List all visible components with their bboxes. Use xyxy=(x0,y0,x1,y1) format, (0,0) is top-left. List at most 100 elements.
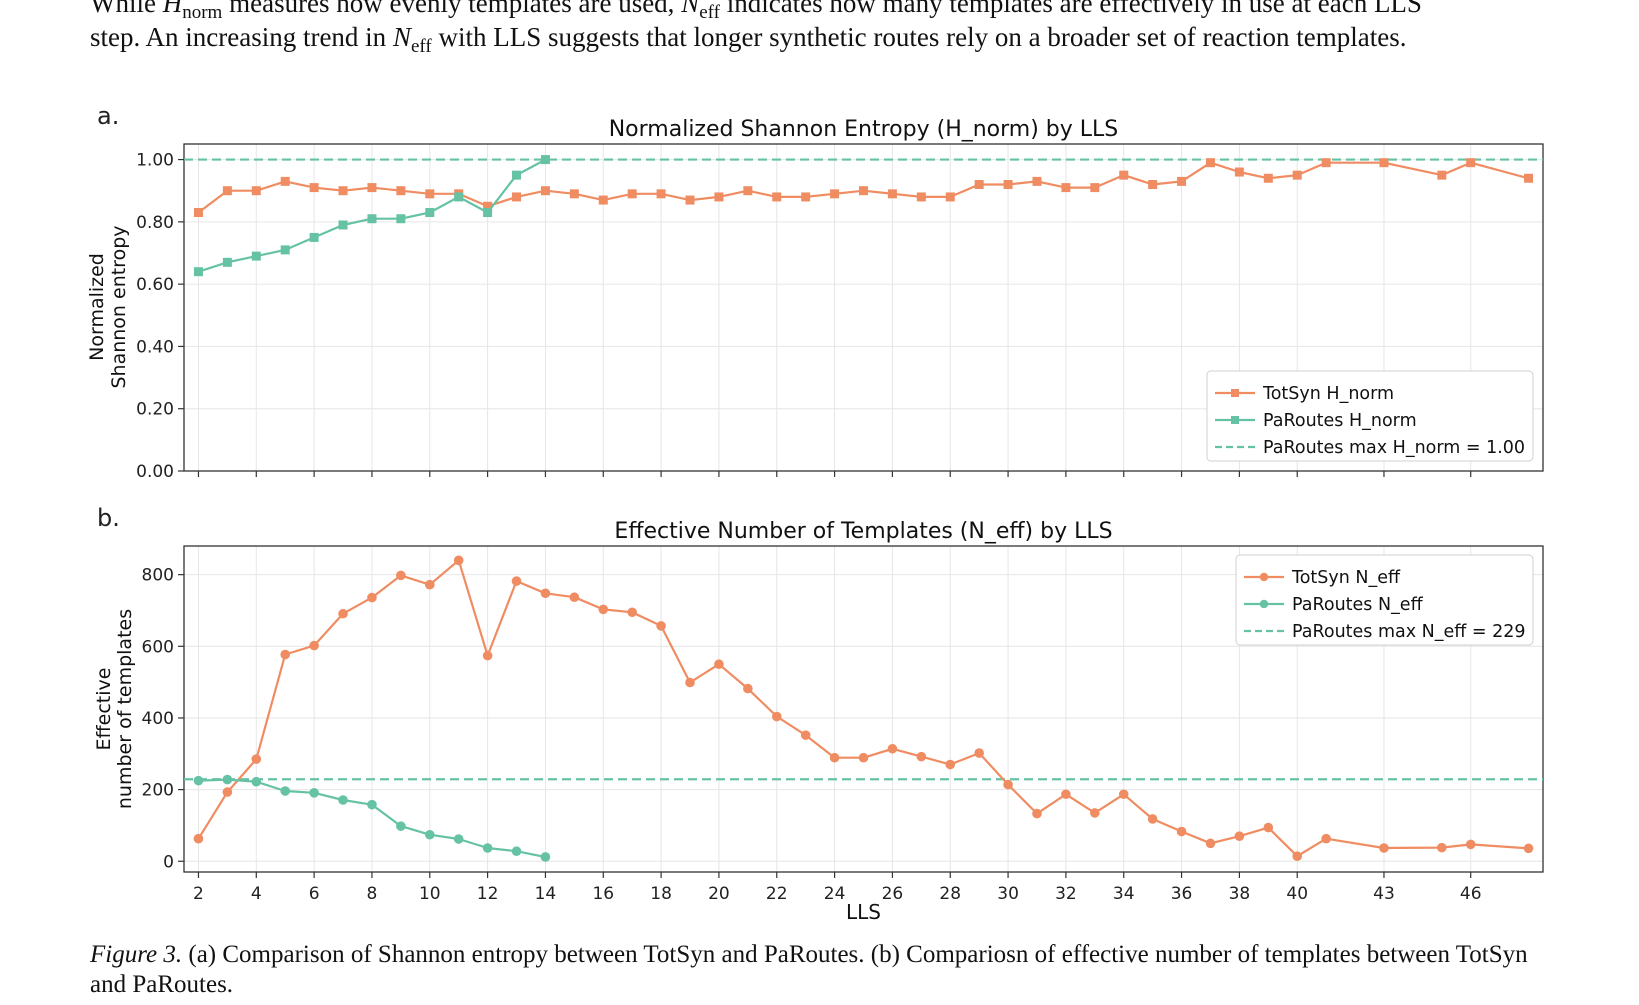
legend-marker xyxy=(1259,599,1269,609)
data-point xyxy=(1148,179,1158,189)
data-point xyxy=(858,752,869,763)
data-point xyxy=(1090,183,1100,193)
x-tick-label: 14 xyxy=(535,884,557,904)
y-axis-label: Normalized xyxy=(86,253,108,361)
data-point xyxy=(714,192,724,202)
data-point xyxy=(1263,173,1273,183)
data-point xyxy=(251,776,262,787)
legend-label: PaRoutes max N_eff = 229 xyxy=(1292,622,1526,642)
data-point xyxy=(396,214,406,224)
data-point xyxy=(859,186,868,196)
data-point xyxy=(512,192,522,202)
data-point xyxy=(367,183,377,193)
data-point xyxy=(512,170,522,180)
data-point xyxy=(1379,843,1389,853)
data-point xyxy=(193,267,203,277)
data-point xyxy=(1379,158,1389,168)
data-point xyxy=(1177,176,1187,186)
panel-label: b. xyxy=(97,504,120,532)
data-point xyxy=(367,799,377,810)
data-point xyxy=(743,186,753,196)
data-point xyxy=(338,220,348,230)
y-tick-label: 0.80 xyxy=(136,213,174,233)
data-point xyxy=(1090,808,1100,818)
data-point xyxy=(714,659,724,670)
intro-paragraph-line-2: step. An increasing trend in Neff with L… xyxy=(90,22,1560,62)
data-point xyxy=(656,189,666,199)
data-point xyxy=(425,208,435,218)
data-point xyxy=(425,189,435,199)
data-point xyxy=(540,588,551,599)
figure-caption: Figure 3. (a) Comparison of Shannon entr… xyxy=(90,940,1560,1000)
x-tick-label: 30 xyxy=(997,884,1019,904)
x-tick-label: 18 xyxy=(650,884,672,904)
data-point xyxy=(801,192,811,202)
legend-label: TotSyn H_norm xyxy=(1262,384,1394,404)
data-point xyxy=(1465,839,1476,850)
legend-box xyxy=(1235,554,1534,646)
x-tick-label: 38 xyxy=(1229,884,1251,904)
data-point xyxy=(1321,158,1331,168)
data-point xyxy=(1234,831,1245,841)
data-point xyxy=(598,195,608,205)
data-point xyxy=(1321,833,1331,844)
data-point xyxy=(772,192,782,202)
series-line xyxy=(197,161,1529,214)
data-point xyxy=(367,592,377,603)
plot-frame xyxy=(183,143,1544,472)
legend-label: PaRoutes N_eff xyxy=(1292,595,1424,615)
x-tick-label: 16 xyxy=(592,884,614,904)
y-axis-label: Effective xyxy=(93,668,115,751)
x-tick-label: 22 xyxy=(766,884,788,904)
data-point xyxy=(627,189,637,199)
data-point xyxy=(280,245,290,255)
data-point xyxy=(453,834,464,844)
data-point xyxy=(482,650,493,661)
text-segment: with LLS suggests that longer synthetic … xyxy=(431,22,1407,52)
data-point xyxy=(569,592,580,603)
data-point xyxy=(1147,814,1158,824)
y-tick-label: 0 xyxy=(163,852,174,872)
legend-label: PaRoutes H_norm xyxy=(1263,411,1417,431)
y-tick-label: 800 xyxy=(142,566,174,586)
data-point xyxy=(396,570,406,581)
data-point xyxy=(511,846,522,857)
data-point xyxy=(367,214,377,224)
n-eff-symbol: N xyxy=(392,22,411,52)
data-point xyxy=(1118,789,1129,800)
data-point xyxy=(974,748,984,758)
h-norm-symbol: H xyxy=(162,0,183,18)
legend-marker xyxy=(1231,416,1239,424)
y-tick-label: 200 xyxy=(142,781,174,801)
caption-label: Figure 3. xyxy=(90,941,183,968)
x-tick-label: 24 xyxy=(824,884,846,904)
legend-label: TotSyn N_eff xyxy=(1291,568,1401,588)
intro-paragraph-line-1: While Hnorm measures how evenly template… xyxy=(90,0,1560,28)
data-point xyxy=(309,640,319,651)
data-point xyxy=(743,683,753,694)
data-point xyxy=(887,189,897,199)
h-norm-subscript: norm xyxy=(182,2,223,23)
plot-frame xyxy=(183,545,1544,873)
legend: TotSyn N_eff PaRoutes N_eff PaRoutes max N… xyxy=(1235,554,1534,646)
legend-label: PaRoutes max H_norm = 1.00 xyxy=(1263,438,1525,458)
data-point xyxy=(1234,167,1244,177)
data-point xyxy=(309,183,319,193)
data-point xyxy=(1523,843,1534,854)
y-tick-label: 0.60 xyxy=(136,275,174,295)
data-point xyxy=(424,579,435,590)
text-segment: While xyxy=(90,0,163,18)
chart-title: Effective Number of Templates (N_eff) by… xyxy=(614,519,1112,544)
data-point xyxy=(1263,822,1274,833)
data-point xyxy=(1466,158,1476,168)
data-point xyxy=(453,555,464,566)
x-tick-label: 26 xyxy=(882,884,904,904)
data-point xyxy=(1292,851,1303,862)
series-line xyxy=(197,559,1529,858)
y-axis-label: Shannon entropy xyxy=(108,225,130,388)
x-tick-label: 6 xyxy=(309,884,320,904)
data-point xyxy=(251,251,261,261)
data-point xyxy=(540,186,550,196)
panel-label: a. xyxy=(97,102,119,130)
data-point xyxy=(482,843,493,853)
